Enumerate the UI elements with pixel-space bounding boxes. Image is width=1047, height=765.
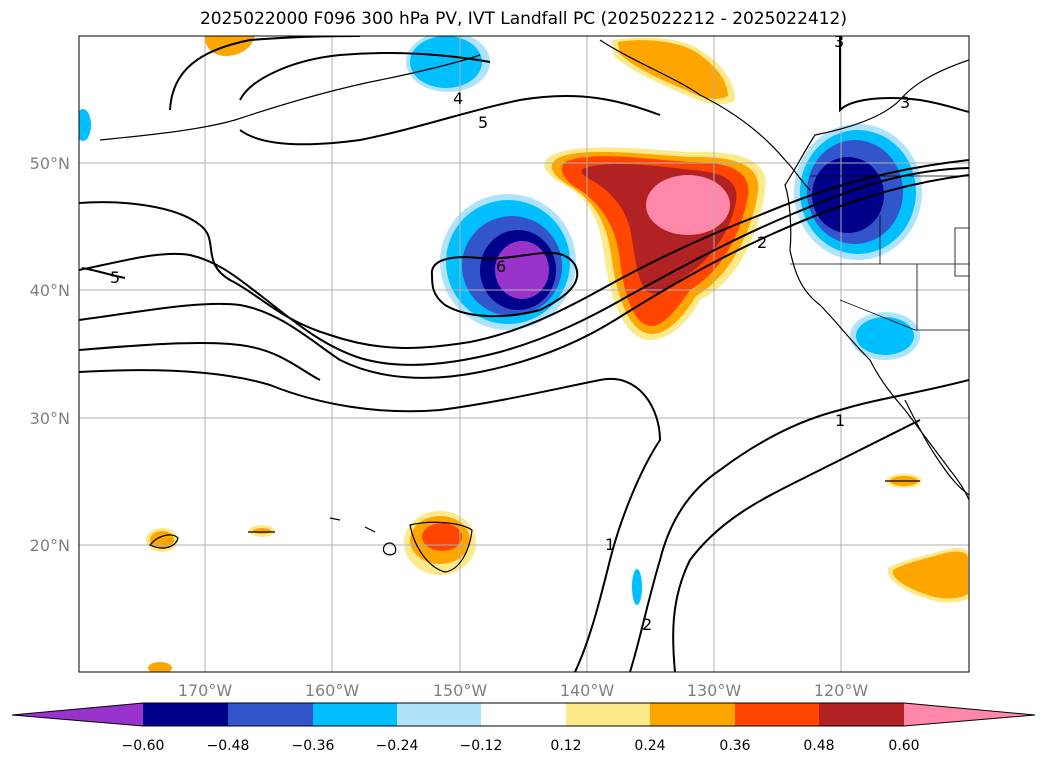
contour-label: 2 [757, 233, 767, 252]
contour-label: 6 [496, 257, 506, 276]
contours [79, 36, 969, 672]
colorbar-tick-label: −0.24 [376, 738, 419, 754]
lat-label: 20°N [30, 536, 70, 555]
lat-label: 50°N [30, 154, 70, 173]
contour-label: 5 [110, 268, 120, 287]
negative-shading [79, 36, 922, 605]
map-panel: 5 4 5 3 3 6 2 1 1 2 [79, 32, 969, 672]
lat-labels: 20°N 30°N 40°N 50°N [30, 154, 70, 555]
lon-label: 140°W [560, 681, 615, 700]
colorbar-bin [819, 703, 904, 726]
colorbar-bin [735, 703, 819, 726]
colorbar-tick-label: 0.60 [888, 738, 919, 754]
colorbar-bin [650, 703, 735, 726]
lon-label: 120°W [814, 681, 869, 700]
colorbar-tick-label: 0.48 [803, 738, 834, 754]
contour-label: 3 [834, 32, 844, 51]
lat-label: 40°N [30, 281, 70, 300]
colorbar-bin [566, 703, 650, 726]
colorbar-tick-label: −0.60 [122, 738, 165, 754]
contour-label: 2 [642, 615, 652, 634]
colorbar-bin [481, 703, 566, 726]
positive-shading [146, 36, 969, 672]
lon-label: 160°W [305, 681, 360, 700]
colorbar-outline [11, 702, 1036, 727]
colorbar-tick-label: −0.48 [207, 738, 250, 754]
colorbar-tick-label: −0.12 [460, 738, 503, 754]
colorbar-bin [143, 703, 228, 726]
colorbar-bin [228, 703, 313, 726]
colorbar-bin [313, 703, 397, 726]
colorbar-ticks: −0.60 −0.48 −0.36 −0.24 −0.12 0.12 0.24 … [122, 738, 920, 754]
contour-label-group: 5 4 5 3 3 6 2 1 1 2 [110, 32, 910, 634]
lon-label: 130°W [687, 681, 742, 700]
lon-label: 150°W [433, 681, 488, 700]
colorbar: −0.60 −0.48 −0.36 −0.24 −0.12 0.12 0.24 … [11, 702, 1036, 754]
colorbar-tick-label: −0.36 [292, 738, 335, 754]
lon-labels: 170°W 160°W 150°W 140°W 130°W 120°W [178, 681, 869, 700]
state-borders [790, 175, 969, 331]
colorbar-tick-label: 0.24 [634, 738, 665, 754]
colorbar-tick-label: 0.36 [719, 738, 750, 754]
lat-label: 30°N [30, 409, 70, 428]
lon-label: 170°W [178, 681, 233, 700]
colorbar-extend-min [12, 703, 143, 726]
contour-label: 3 [900, 93, 910, 112]
contour-label: 1 [835, 411, 845, 430]
colorbar-tick-label: 0.12 [550, 738, 581, 754]
map-title: 2025022000 F096 300 hPa PV, IVT Landfall… [199, 9, 847, 29]
contour-label: 4 [453, 89, 463, 108]
contour-label: 1 [605, 535, 615, 554]
coastlines [99, 39, 969, 573]
colorbar-extend-max [904, 703, 1035, 726]
map-frame [78, 35, 970, 673]
contour-label: 5 [478, 113, 488, 132]
colorbar-bin [397, 703, 481, 726]
